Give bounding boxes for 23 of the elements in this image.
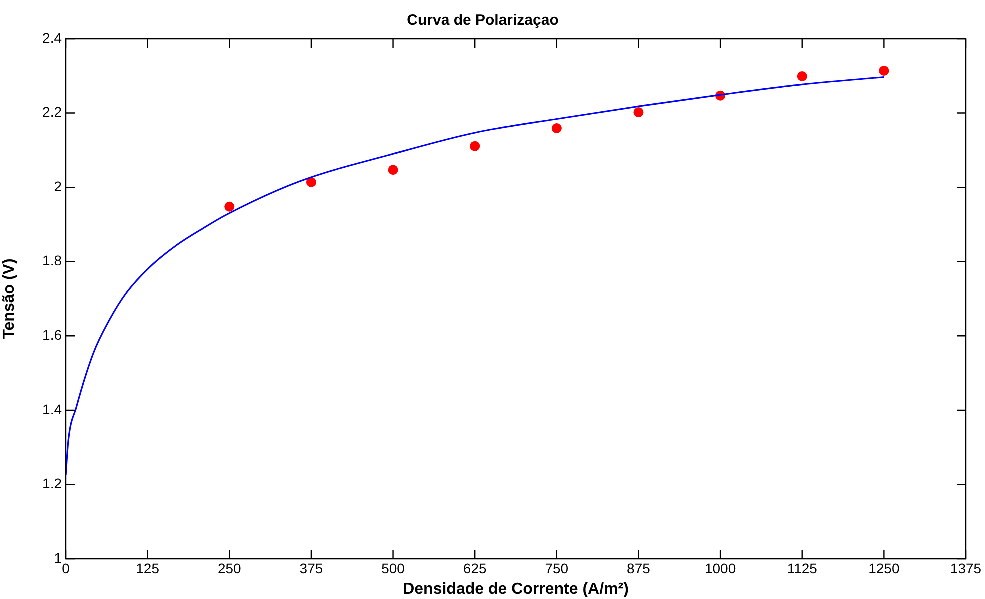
y-tick-label: 2.4 <box>42 30 62 46</box>
y-tick-label: 1.8 <box>42 252 62 269</box>
x-axis-title: Densidade de Corrente (A/m²) <box>403 580 629 598</box>
y-tick-label: 2.2 <box>42 104 62 120</box>
x-tick-label: 250 <box>218 560 242 576</box>
y-tick-label: 1.6 <box>42 327 62 343</box>
y-tick-label: 1.2 <box>42 476 62 492</box>
x-tick-label: 1250 <box>868 560 900 576</box>
chart-title: Curva de Polarizaçao <box>407 12 559 30</box>
x-tick-label: 125 <box>136 560 160 576</box>
x-tick-label: 875 <box>627 560 651 576</box>
y-axis-title: Tensão (V) <box>1 258 18 340</box>
x-tick-label: 1375 <box>950 560 982 576</box>
y-tick-label: 2 <box>54 178 62 194</box>
y-tick-label: 1 <box>54 550 62 566</box>
x-tick-label: 500 <box>382 560 406 576</box>
x-tick-label: 0 <box>62 560 70 576</box>
y-tick-label: 1.4 <box>42 401 62 418</box>
x-tick-label: 625 <box>463 560 487 576</box>
x-tick-label: 1000 <box>704 560 736 576</box>
x-tick-label: 1125 <box>787 560 818 576</box>
x-tick-label: 750 <box>545 560 569 576</box>
x-tick-label: 375 <box>300 560 324 576</box>
